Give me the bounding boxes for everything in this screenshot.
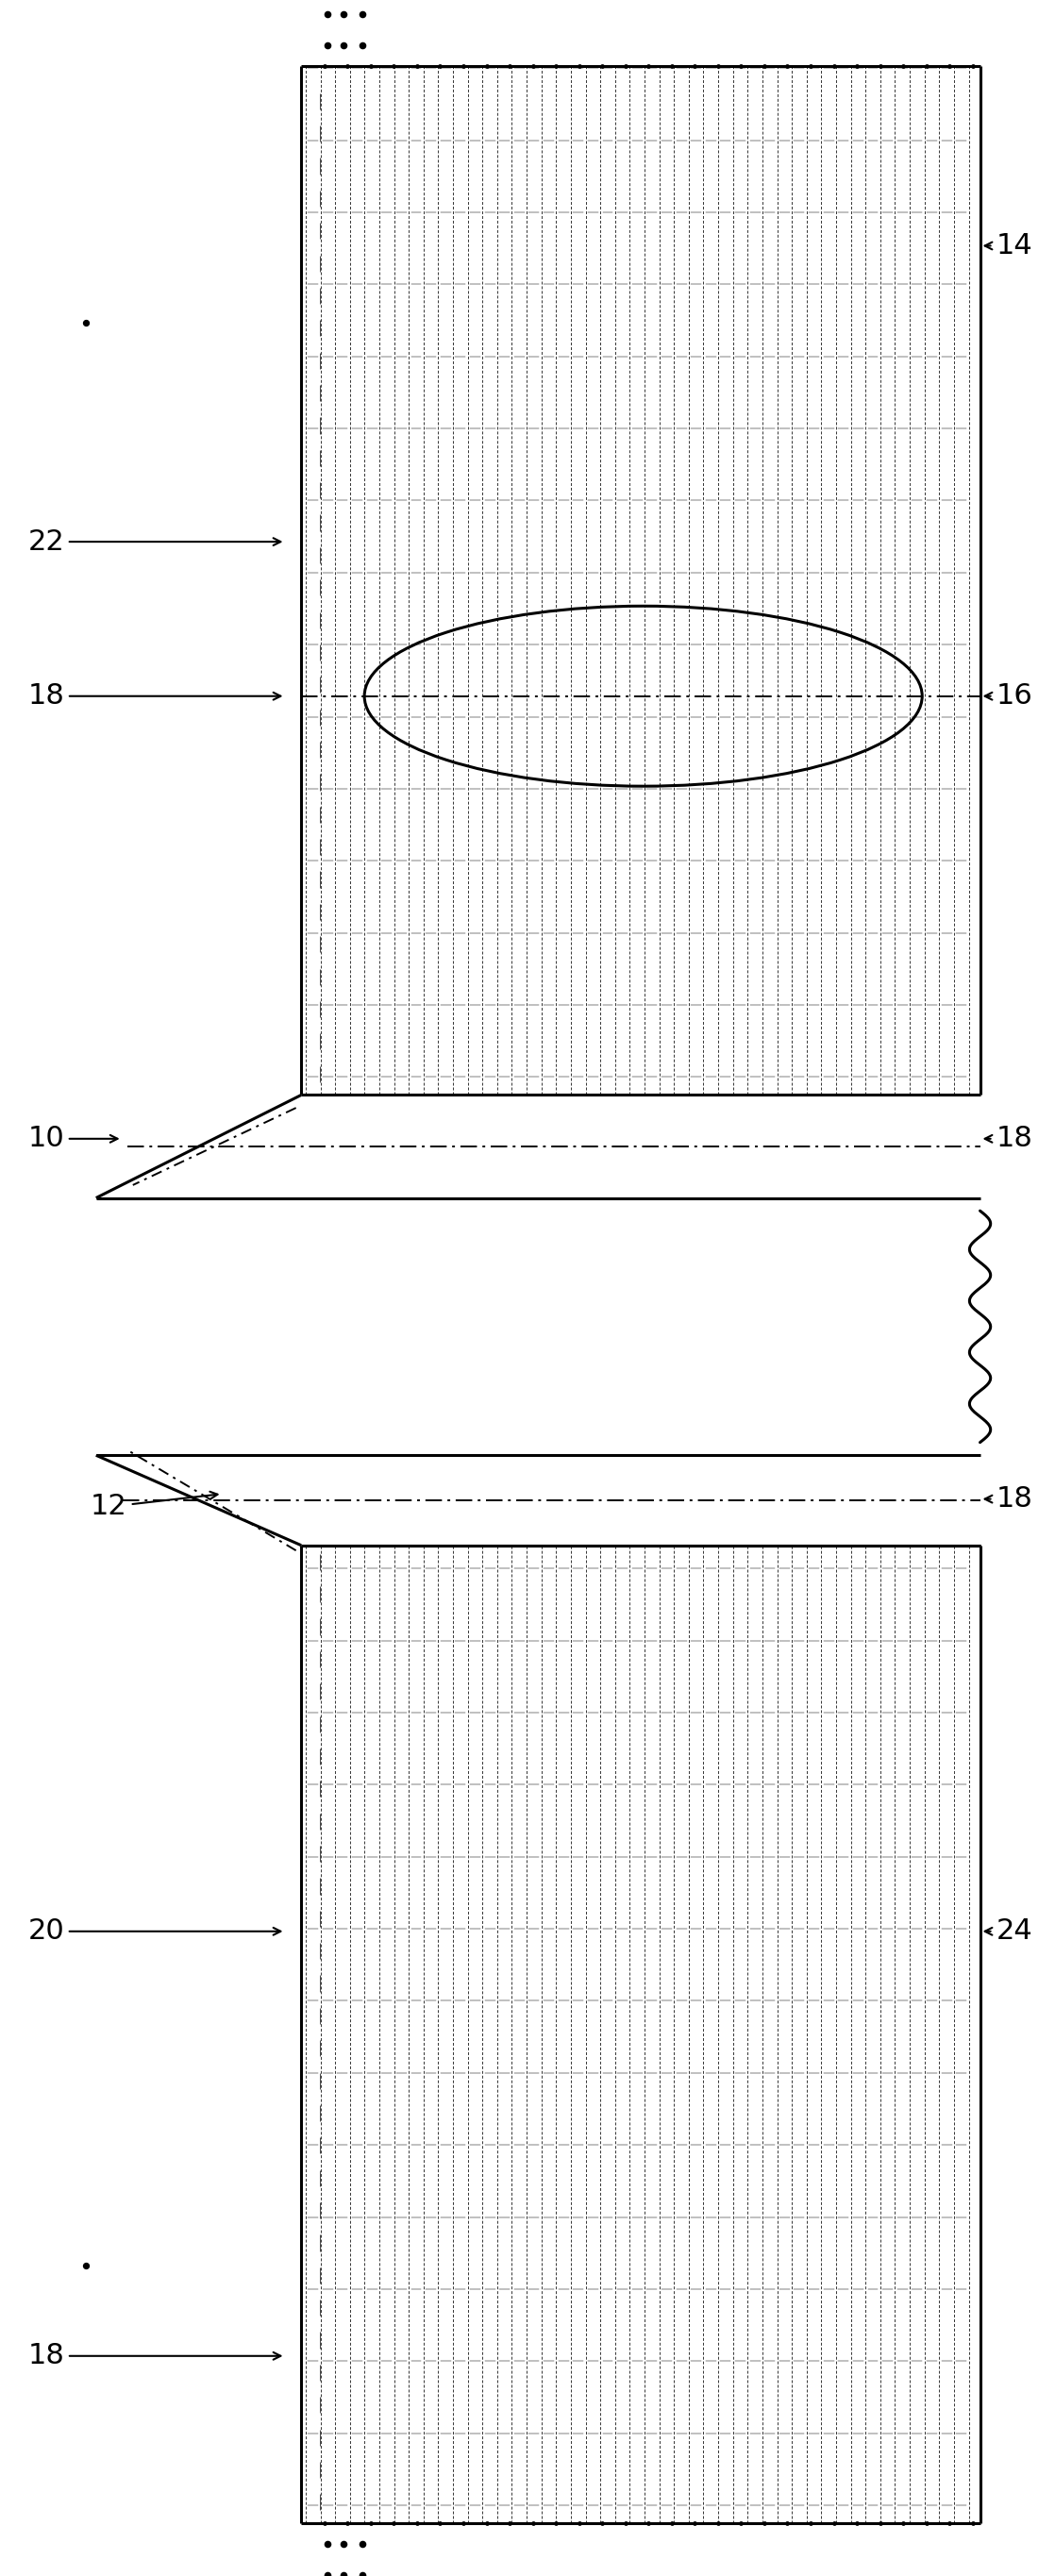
- Point: [941, 44, 958, 85]
- Point: [319, 2524, 335, 2566]
- Text: 10: 10: [27, 1126, 117, 1151]
- Point: [478, 44, 495, 85]
- Point: [334, 2553, 351, 2576]
- Point: [871, 44, 888, 85]
- Point: [755, 44, 772, 85]
- Point: [732, 44, 749, 85]
- Point: [319, 23, 335, 64]
- Point: [571, 44, 588, 85]
- Point: [548, 2504, 564, 2545]
- Point: [362, 44, 379, 85]
- Point: [334, 0, 351, 5]
- Point: [802, 2504, 819, 2545]
- Text: 18: 18: [27, 2342, 281, 2370]
- Point: [431, 2504, 448, 2545]
- Point: [501, 2504, 518, 2545]
- Point: [455, 44, 472, 85]
- Point: [501, 44, 518, 85]
- Point: [339, 2504, 356, 2545]
- Point: [710, 2504, 727, 2545]
- Point: [825, 2504, 842, 2545]
- Point: [478, 2504, 495, 2545]
- Point: [353, 0, 370, 5]
- Text: 20: 20: [27, 1917, 281, 1945]
- Point: [339, 44, 356, 85]
- Point: [334, 2524, 351, 2566]
- Point: [779, 2504, 795, 2545]
- Point: [779, 44, 795, 85]
- Point: [455, 2504, 472, 2545]
- Point: [895, 44, 912, 85]
- Point: [315, 44, 332, 85]
- Point: [918, 44, 935, 85]
- Point: [617, 2504, 634, 2545]
- Point: [524, 2504, 541, 2545]
- Point: [594, 2504, 611, 2545]
- Point: [319, 2553, 335, 2576]
- Point: [385, 2504, 402, 2545]
- Text: 18: 18: [27, 683, 281, 711]
- Point: [362, 2504, 379, 2545]
- Point: [385, 44, 402, 85]
- Point: [848, 2504, 865, 2545]
- Point: [334, 23, 351, 64]
- Point: [755, 2504, 772, 2545]
- Point: [871, 2504, 888, 2545]
- Point: [524, 44, 541, 85]
- Text: 14: 14: [985, 232, 1033, 260]
- Point: [825, 44, 842, 85]
- Point: [408, 44, 425, 85]
- Point: [408, 2504, 425, 2545]
- Text: 16: 16: [985, 683, 1033, 711]
- Point: [77, 2246, 94, 2287]
- Text: 18: 18: [985, 1126, 1033, 1151]
- Point: [664, 44, 680, 85]
- Point: [687, 2504, 704, 2545]
- Text: 12: 12: [91, 1492, 217, 1520]
- Point: [732, 2504, 749, 2545]
- Point: [687, 44, 704, 85]
- Point: [319, 0, 335, 5]
- Point: [315, 2504, 332, 2545]
- Point: [918, 2504, 935, 2545]
- Point: [334, 0, 351, 36]
- Point: [353, 0, 370, 36]
- Point: [848, 44, 865, 85]
- Point: [802, 44, 819, 85]
- Point: [353, 23, 370, 64]
- Point: [640, 2504, 657, 2545]
- Point: [640, 44, 657, 85]
- Point: [664, 2504, 680, 2545]
- Point: [548, 44, 564, 85]
- Point: [964, 44, 981, 85]
- Point: [594, 44, 611, 85]
- Point: [431, 44, 448, 85]
- Point: [941, 2504, 958, 2545]
- Text: 24: 24: [985, 1917, 1033, 1945]
- Point: [571, 2504, 588, 2545]
- Point: [895, 2504, 912, 2545]
- Point: [964, 2504, 981, 2545]
- Point: [353, 2524, 370, 2566]
- Text: 22: 22: [27, 528, 281, 556]
- Point: [617, 44, 634, 85]
- Point: [353, 2553, 370, 2576]
- Point: [77, 301, 94, 343]
- Point: [710, 44, 727, 85]
- Point: [319, 0, 335, 36]
- Text: 18: 18: [985, 1486, 1033, 1512]
